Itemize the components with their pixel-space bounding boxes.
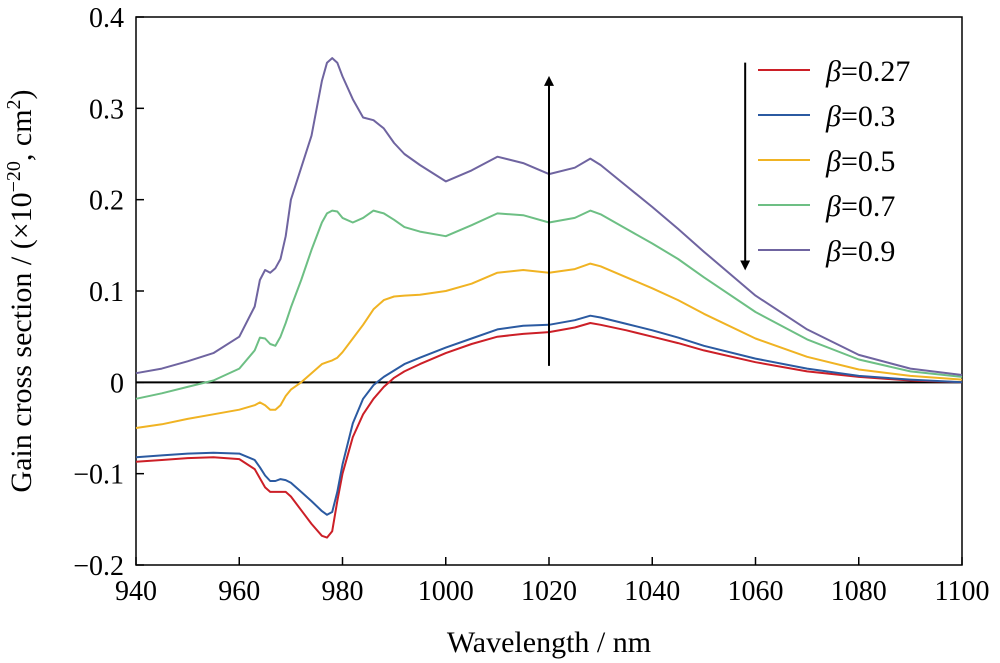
legend-label-symbol: β [825, 145, 841, 178]
legend-label-value: =0.7 [841, 190, 895, 223]
y-axis-title: Gain cross section / (×10−20, cm2) [3, 89, 38, 492]
trend-arrows [544, 62, 751, 366]
series-line-3 [135, 209, 963, 400]
x-axis: 940 960 980 1000 1020 1040 1060 1080 1100 [115, 557, 989, 607]
x-tick-label: 980 [322, 576, 364, 607]
series-line-1 [135, 314, 963, 516]
x-tick-label: 1040 [624, 576, 680, 607]
legend: β=0.27β=0.3β=0.5β=0.7β=0.9 [758, 55, 910, 268]
y-tick-label: −0.2 [73, 551, 124, 582]
legend-label-symbol: β [825, 235, 841, 268]
x-tick-label: 960 [218, 576, 260, 607]
y-tick-label: 0.4 [89, 3, 124, 34]
legend-label-symbol: β [825, 55, 841, 88]
y-axis-title-exponent: −20 [3, 161, 25, 192]
series-lines [135, 57, 963, 539]
series-line-0 [135, 322, 963, 539]
y-tick-label: 0.1 [89, 277, 124, 308]
y-tick-label: −0.1 [73, 460, 124, 491]
legend-label-symbol: β [825, 100, 841, 133]
legend-label-value: =0.27 [841, 55, 910, 88]
legend-label-symbol: β [825, 190, 841, 223]
legend-label: β=0.5 [825, 145, 895, 178]
x-tick-label: 1100 [935, 576, 990, 607]
y-axis-title-close: ) [5, 89, 38, 99]
y-tick-label: 0.3 [89, 94, 124, 125]
y-axis-title-unit: , cm [5, 109, 38, 161]
legend-label: β=0.7 [825, 190, 895, 223]
x-tick-label: 1060 [728, 576, 784, 607]
legend-label: β=0.27 [825, 55, 910, 88]
series-line-2 [135, 262, 963, 429]
x-axis-title: Wavelength / nm [447, 626, 651, 659]
x-tick-label: 1080 [831, 576, 887, 607]
legend-label-value: =0.9 [841, 235, 895, 268]
y-axis-title-exponent-2: 2 [3, 99, 25, 109]
legend-label-value: =0.3 [841, 100, 895, 133]
y-axis: −0.2 −0.1 0 0.1 0.2 0.3 0.4 [73, 3, 144, 582]
y-tick-label: 0 [110, 368, 124, 399]
y-axis-title-main: Gain cross section / (×10 [5, 192, 38, 492]
x-tick-label: 1000 [418, 576, 474, 607]
x-tick-label: 1020 [521, 576, 577, 607]
legend-label-value: =0.5 [841, 145, 895, 178]
series-line-4 [135, 57, 963, 376]
y-tick-label: 0.2 [89, 186, 124, 217]
x-tick-label: 940 [115, 576, 157, 607]
legend-label: β=0.3 [825, 100, 895, 133]
legend-label: β=0.9 [825, 235, 895, 268]
